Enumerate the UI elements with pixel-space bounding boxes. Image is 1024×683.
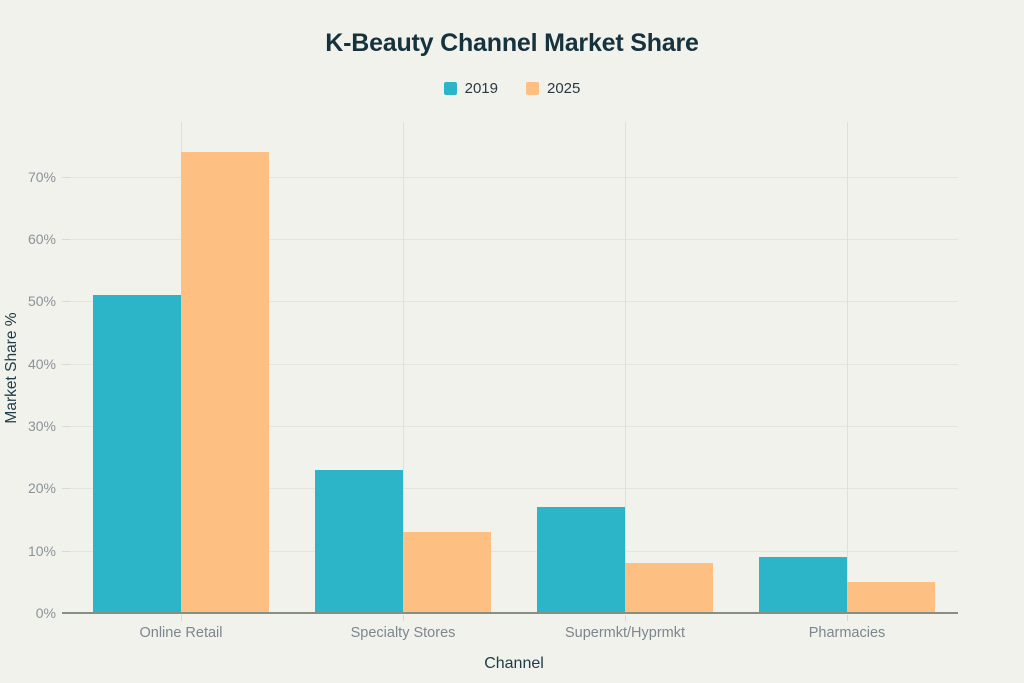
y-axis-tick-70 (62, 177, 70, 178)
h-gridline-10 (70, 551, 958, 552)
legend-item-2025: 2025 (526, 80, 580, 97)
v-gridline-specialty-stores (403, 122, 404, 613)
h-gridline-20 (70, 488, 958, 489)
y-tick-label-30: 30% (27, 418, 56, 434)
y-axis-tick-10 (62, 551, 70, 552)
y-tick-label-70: 70% (27, 169, 56, 185)
bar-2019-online-retail (93, 295, 181, 613)
bar-2025-pharmacies (847, 582, 935, 613)
y-axis-tick-50 (62, 301, 70, 302)
v-gridline-supermkt-hyprmkt (625, 122, 626, 613)
legend: 2019 2025 (0, 80, 1024, 97)
y-axis-tick-30 (62, 426, 70, 427)
bar-2025-online-retail (181, 152, 269, 613)
h-gridline-40 (70, 364, 958, 365)
x-axis-tick-pharmacies (847, 615, 848, 621)
category-label-supermkt-hyprmkt: Supermkt/Hyprmkt (564, 625, 686, 641)
x-axis-line (62, 612, 958, 614)
v-gridline-pharmacies (847, 122, 848, 613)
category-label-pharmacies: Pharmacies (808, 625, 886, 641)
y-tick-label-10: 10% (27, 543, 56, 559)
y-tick-label-40: 40% (27, 356, 56, 372)
legend-label-2025: 2025 (547, 80, 581, 97)
y-axis-tick-60 (62, 239, 70, 240)
x-axis-tick-specialty-stores (403, 615, 404, 621)
legend-item-2019: 2019 (443, 80, 498, 97)
h-gridline-50 (70, 301, 958, 302)
legend-swatch-2019-icon (443, 82, 457, 95)
y-tick-label-50: 50% (27, 293, 56, 309)
legend-swatch-2025-icon (526, 82, 539, 95)
category-label-specialty-stores: Specialty Stores (350, 625, 456, 641)
y-tick-label-0: 0% (35, 605, 56, 621)
h-gridline-70 (70, 177, 958, 178)
bar-2025-specialty-stores (403, 532, 491, 613)
y-axis-title: Market Share % (3, 311, 20, 424)
x-axis-title: Channel (484, 655, 544, 672)
x-axis-tick-supermkt-hyprmkt (625, 615, 626, 621)
bar-2019-specialty-stores (315, 470, 403, 613)
category-label-online-retail: Online Retail (139, 625, 223, 641)
y-tick-label-60: 60% (27, 231, 56, 247)
h-gridline-30 (70, 426, 958, 427)
chart-title: K-Beauty Channel Market Share (325, 29, 699, 57)
bar-2019-pharmacies (759, 557, 847, 613)
bar-2019-supermkt-hyprmkt (537, 507, 625, 613)
x-axis-tick-online-retail (181, 615, 182, 621)
y-axis-tick-20 (62, 488, 70, 489)
y-axis-tick-40 (62, 364, 70, 365)
h-gridline-60 (70, 239, 958, 240)
legend-label-2019: 2019 (464, 80, 498, 97)
bar-2025-supermkt-hyprmkt (625, 563, 713, 613)
y-tick-label-20: 20% (27, 480, 56, 496)
